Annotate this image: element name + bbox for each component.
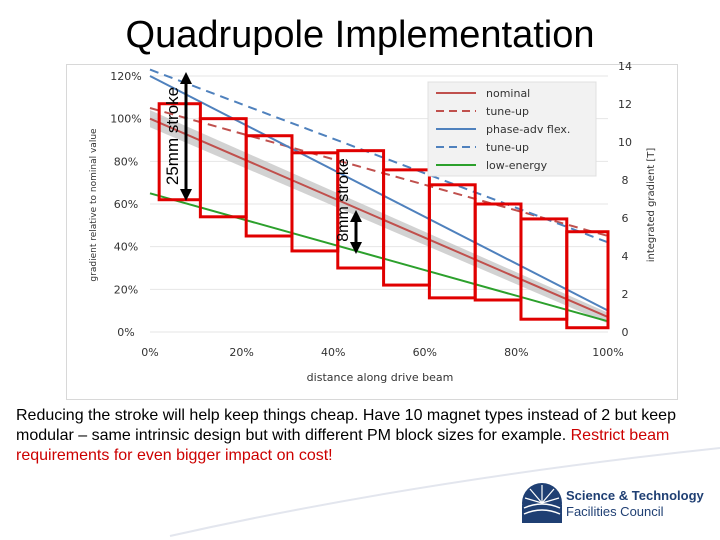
x-tick-label: 40% xyxy=(321,346,345,359)
x-tick-label: 20% xyxy=(229,346,253,359)
arrowhead-up-icon xyxy=(350,210,362,222)
caption-highlight: Restrict beam requirements for even bigg… xyxy=(16,427,670,464)
y-tick-label: 100% xyxy=(110,113,141,126)
arrowhead-up-icon xyxy=(180,72,192,84)
stroke-8mm-annotation: 8mm stroke xyxy=(335,158,362,254)
series-line-3 xyxy=(149,68,609,244)
y-axis-label: gradient relative to nominal value xyxy=(89,128,99,282)
series-line-0 xyxy=(149,117,609,318)
legend-label-1: tune-up xyxy=(486,105,529,118)
y2-axis-label: integrated gradient [T] xyxy=(646,148,657,263)
y2-tick-label: 0 xyxy=(622,326,629,339)
y-tick-label: 120% xyxy=(110,70,141,83)
logo-text: Science & Technology Facilities Council xyxy=(566,488,704,520)
y-tick-label: 40% xyxy=(114,241,138,254)
y-tick-label: 0% xyxy=(117,326,134,339)
y2-tick-label: 6 xyxy=(622,212,629,225)
logo-line2: Facilities Council xyxy=(566,504,664,519)
chart-legend: nominal tune-up phase-adv flex. tune-up low-… xyxy=(427,81,597,177)
arrowhead-down-icon xyxy=(180,189,192,201)
legend-label-4: low-energy xyxy=(486,159,548,172)
series-lines xyxy=(149,68,609,323)
decorative-swoosh xyxy=(169,447,720,537)
x-tick-label: 60% xyxy=(413,346,437,359)
axis-ticks: 0% 20% 40% 60% 80% 100% 120% 0 2 4 6 8 10 12 14 0% 20% 40… xyxy=(110,60,632,359)
y2-tick-label: 10 xyxy=(618,136,632,149)
y-tick-label: 60% xyxy=(114,198,138,211)
legend-label-0: nominal xyxy=(486,87,530,100)
x-tick-label: 0% xyxy=(141,346,158,359)
y-tick-label: 20% xyxy=(114,283,138,296)
x-tick-label: 80% xyxy=(504,346,528,359)
y2-tick-label: 12 xyxy=(618,98,632,111)
caption-text: Reducing the stroke will help keep thing… xyxy=(16,407,676,444)
y2-tick-label: 8 xyxy=(622,174,629,187)
x-tick-label: 100% xyxy=(592,346,623,359)
y-tick-label: 80% xyxy=(114,155,138,168)
y2-tick-label: 4 xyxy=(622,250,629,263)
slide-title: Quadrupole Implementation xyxy=(125,14,595,56)
y2-tick-label: 2 xyxy=(622,288,629,301)
magnet-type-boxes xyxy=(157,102,610,330)
legend-label-2: phase-adv flex. xyxy=(486,123,570,136)
stfc-logo xyxy=(522,483,562,523)
magnet-box-3 xyxy=(244,134,294,238)
slide-caption: Reducing the stroke will help keep thing… xyxy=(16,406,676,466)
x-axis-label: distance along drive beam xyxy=(307,371,454,384)
logo-line1: Science & Technology xyxy=(566,488,704,503)
arrowhead-down-icon xyxy=(350,242,362,254)
stroke-25mm-label: 25mm stroke xyxy=(163,87,182,185)
legend-label-3: tune-up xyxy=(486,141,529,154)
series-line-2 xyxy=(149,75,609,312)
stroke-8mm-label: 8mm stroke xyxy=(335,158,352,242)
stroke-25mm-annotation: 25mm stroke xyxy=(163,72,192,201)
series-line-4 xyxy=(149,192,609,323)
y2-tick-label: 14 xyxy=(618,60,632,73)
magnet-box-10 xyxy=(565,230,610,330)
